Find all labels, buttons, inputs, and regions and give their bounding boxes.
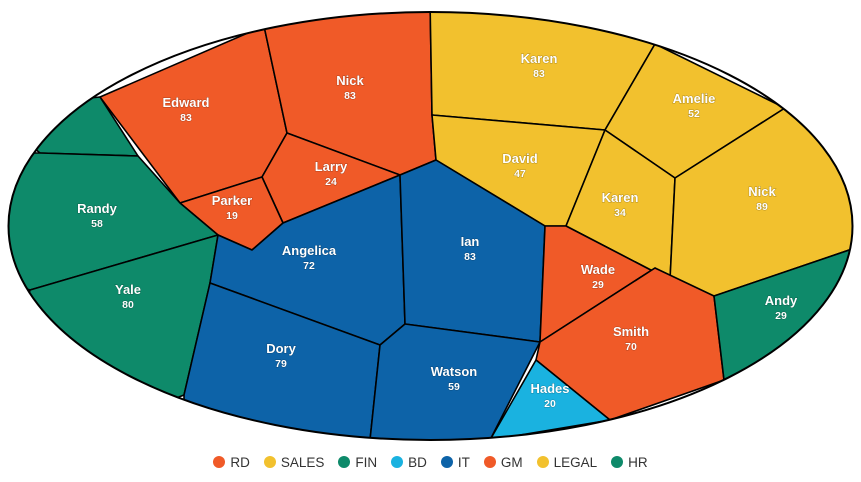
cell-value-label: 72	[303, 260, 315, 272]
cell-value-label: 70	[625, 341, 637, 353]
cell-name-label: Yale	[115, 282, 141, 297]
cell-value-label: 34	[614, 207, 626, 219]
cell-name-label: Edward	[163, 95, 210, 110]
cell-name-label: Smith	[613, 324, 649, 339]
cell-value-label: 29	[592, 279, 604, 291]
legend-swatch	[391, 456, 404, 468]
legend-label: IT	[457, 454, 470, 470]
cell-name-label: Andy	[765, 293, 798, 308]
cell-value-label: 83	[344, 90, 356, 102]
cell-value-label: 83	[180, 112, 192, 124]
cell-value-label: 20	[544, 398, 556, 410]
legend-label: RD	[230, 454, 250, 470]
legend-item-legal[interactable]: LEGAL	[536, 454, 598, 470]
cell-dory-it[interactable]	[183, 282, 381, 440]
cell-name-label: Nick	[748, 184, 776, 199]
legend-label: HR	[628, 454, 648, 470]
cell-value-label: 58	[91, 218, 103, 230]
cell-value-label: 83	[464, 251, 476, 263]
legend-swatch	[338, 456, 351, 468]
legend-label: LEGAL	[553, 454, 598, 470]
legend-label: GM	[500, 454, 523, 470]
legend-swatch	[263, 456, 276, 468]
cell-name-label: Karen	[602, 190, 639, 205]
legend-item-gm[interactable]: GM	[483, 454, 523, 470]
cell-name-label: Ian	[461, 234, 480, 249]
cell-value-label: 29	[775, 310, 787, 322]
legend-label: BD	[408, 454, 427, 470]
cell-value-label: 24	[325, 176, 337, 188]
cell-name-label: Parker	[212, 193, 252, 208]
cell-name-label: Dory	[266, 341, 296, 356]
cell-hades-bd[interactable]	[489, 359, 611, 440]
cell-name-label: Watson	[431, 364, 478, 379]
legend-label: SALES	[280, 454, 325, 470]
legend-item-fin[interactable]: FIN	[338, 455, 377, 470]
legend-label: FIN	[355, 454, 378, 470]
cell-name-label: Nick	[336, 73, 364, 88]
cell-value-label: 52	[688, 108, 700, 120]
cell-value-label: 59	[448, 381, 460, 393]
cell-name-label: Hades	[530, 381, 569, 396]
cell-name-label: Karen	[521, 51, 558, 66]
cell-name-label: Amelie	[673, 91, 716, 106]
legend-item-sales[interactable]: SALES	[263, 454, 325, 470]
legend-item-bd[interactable]: BD	[391, 455, 427, 470]
legend-item-it[interactable]: IT	[440, 454, 470, 470]
legend-swatch	[611, 456, 624, 468]
cell-name-label: Angelica	[282, 243, 337, 258]
cell-name-label: Randy	[77, 201, 118, 216]
cell-value-label: 83	[533, 68, 545, 80]
cell-value-label: 47	[514, 168, 526, 180]
cell-name-label: Larry	[315, 159, 348, 174]
chart-outline	[7, 11, 854, 441]
legend-swatch	[536, 456, 549, 468]
cell-name-label: David	[502, 151, 537, 166]
cell-value-label: 80	[122, 299, 134, 311]
legend-swatch	[213, 456, 226, 468]
legend-swatch	[440, 456, 453, 468]
legend-item-rd[interactable]: RD	[213, 455, 250, 470]
cell-value-label: 79	[275, 358, 287, 370]
legend-swatch	[483, 456, 496, 468]
cell-value-label: 89	[756, 201, 768, 213]
legend: RD SALES FIN BD IT GM LEGAL HR	[0, 452, 861, 472]
cell-name-label: Wade	[581, 262, 615, 277]
cell-value-label: 19	[226, 210, 238, 222]
cell-watson-it[interactable]	[369, 323, 541, 440]
legend-item-hr[interactable]: HR	[611, 455, 648, 470]
